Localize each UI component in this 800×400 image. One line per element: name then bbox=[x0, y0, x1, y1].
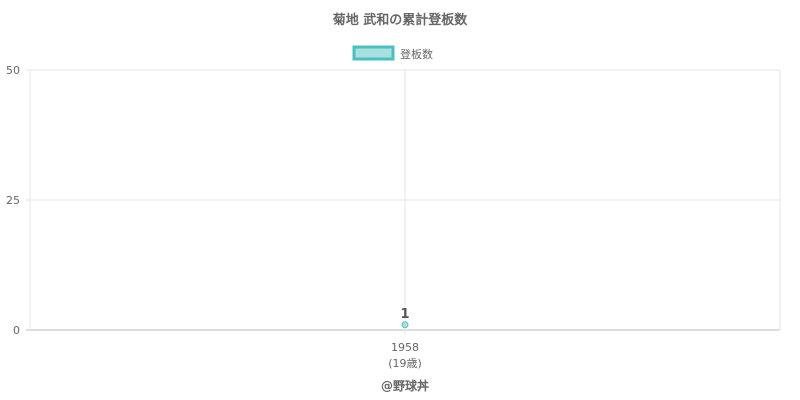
legend[interactable]: 登板数 bbox=[352, 45, 433, 61]
x-tick-sublabel: (19歳) bbox=[388, 357, 422, 370]
watermark: @野球丼 bbox=[381, 378, 429, 393]
legend-label: 登板数 bbox=[400, 47, 433, 61]
data-point[interactable] bbox=[401, 321, 409, 329]
x-tick-label: 1958 bbox=[391, 341, 419, 354]
y-tick-label: 0 bbox=[13, 324, 20, 337]
data-label: 1 bbox=[400, 307, 409, 322]
y-tick-label: 50 bbox=[6, 64, 20, 77]
legend-swatch bbox=[352, 45, 395, 61]
chart-title: 菊地 武和の累計登板数 bbox=[333, 12, 469, 28]
y-tick-label: 25 bbox=[6, 194, 20, 207]
